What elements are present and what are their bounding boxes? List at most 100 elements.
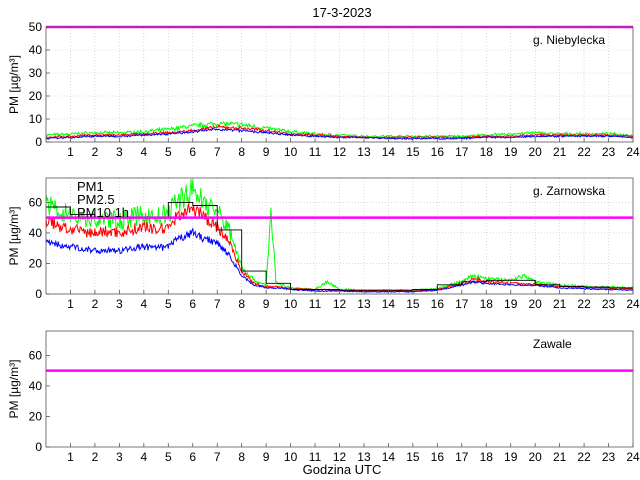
y-axis-label: PM [µg/m³]: [7, 360, 21, 419]
station-label: g. Niebylecka: [533, 33, 605, 47]
x-tick-label: 14: [382, 145, 396, 159]
x-tick-label: 19: [504, 145, 518, 159]
x-tick-label: 23: [602, 145, 616, 159]
x-tick-label: 13: [357, 297, 371, 311]
station-label: g. Zarnowska: [533, 184, 605, 198]
x-tick-label: 20: [528, 297, 542, 311]
panel-0: 1 2 3 4 5 6 7 8 9 10 11 12 13 14 15 16 17 18 19 20 21 22 23 240…: [7, 20, 640, 159]
y-tick-label: 60: [29, 348, 43, 362]
panel-1: 1 2 3 4 5 6 7 8 9 10 11 12 13 14 15 16 17 18 19 20 21 22 23 240…: [7, 177, 640, 311]
x-tick-label: 8: [238, 297, 245, 311]
x-tick-label: 14: [382, 297, 396, 311]
x-tick-label: 3: [116, 145, 123, 159]
x-tick-label: 9: [263, 297, 270, 311]
x-tick-label: 2: [92, 145, 99, 159]
x-tick-label: 3: [116, 450, 123, 464]
x-tick-label: 24: [626, 297, 640, 311]
y-tick-label: 0: [35, 135, 42, 149]
x-tick-label: 10: [284, 297, 298, 311]
x-tick-label: 8: [238, 450, 245, 464]
x-tick-label: 12: [333, 297, 347, 311]
x-tick-label: 6: [189, 145, 196, 159]
y-tick-label: 0: [35, 287, 42, 301]
x-tick-label: 5: [165, 297, 172, 311]
x-tick-label: 8: [238, 145, 245, 159]
x-tick-label: 22: [577, 297, 591, 311]
y-tick-label: 0: [35, 440, 42, 454]
y-tick-label: 40: [29, 43, 43, 57]
y-tick-label: 50: [29, 20, 43, 34]
x-tick-label: 17: [455, 145, 469, 159]
x-tick-label: 22: [577, 145, 591, 159]
y-tick-label: 20: [29, 256, 43, 270]
x-tick-label: 15: [406, 145, 420, 159]
x-tick-label: 3: [116, 297, 123, 311]
chart-title: 17-3-2023: [312, 5, 371, 20]
x-tick-label: 13: [357, 145, 371, 159]
y-tick-label: 30: [29, 66, 43, 80]
x-tick-label: 21: [553, 297, 567, 311]
x-tick-label: 15: [406, 450, 420, 464]
x-tick-label: 4: [140, 145, 147, 159]
y-tick-label: 20: [29, 89, 43, 103]
x-tick-label: 7: [214, 450, 221, 464]
y-axis-label: PM [µg/m³]: [7, 207, 21, 266]
x-tick-label: 7: [214, 297, 221, 311]
station-label: Zawale: [533, 337, 572, 351]
x-tick-label: 16: [431, 450, 445, 464]
x-tick-label: 1: [67, 450, 74, 464]
x-tick-label: 5: [165, 450, 172, 464]
x-tick-label: 17: [455, 450, 469, 464]
x-tick-label: 6: [189, 297, 196, 311]
x-tick-label: 18: [480, 450, 494, 464]
x-tick-label: 21: [553, 450, 567, 464]
series-line-pm1: [46, 128, 633, 141]
x-tick-label: 24: [626, 145, 640, 159]
x-tick-label: 7: [214, 145, 221, 159]
x-tick-label: 12: [333, 145, 347, 159]
x-tick-label: 19: [504, 297, 518, 311]
legend-entry: PM1: [77, 179, 104, 194]
x-tick-label: 24: [626, 450, 640, 464]
x-tick-label: 15: [406, 297, 420, 311]
x-tick-label: 11: [309, 145, 322, 159]
x-tick-label: 20: [528, 145, 542, 159]
x-tick-label: 12: [333, 450, 347, 464]
x-tick-label: 1: [67, 297, 74, 311]
legend-entry: PM10 1h: [77, 205, 129, 220]
x-tick-label: 2: [92, 450, 99, 464]
panel-2: 1 2 3 4 5 6 7 8 9 10 11 12 13 14 15 16 17 18 19 20 21 22 23 240…: [7, 330, 640, 464]
legend-entry: PM2.5: [77, 192, 115, 207]
series-group: [46, 120, 633, 141]
x-tick-label: 9: [263, 450, 270, 464]
y-axis-label: PM [µg/m³]: [7, 55, 21, 114]
x-tick-label: 11: [309, 297, 322, 311]
x-axis-label: Godzina UTC: [303, 462, 382, 477]
x-tick-label: 18: [480, 145, 494, 159]
x-tick-label: 13: [357, 450, 371, 464]
x-tick-label: 10: [284, 450, 298, 464]
x-tick-label: 4: [140, 297, 147, 311]
series-line-pm25: [46, 124, 633, 140]
x-tick-label: 2: [92, 297, 99, 311]
x-tick-label: 17: [455, 297, 469, 311]
y-tick-label: 40: [29, 226, 43, 240]
x-tick-label: 1: [67, 145, 74, 159]
x-tick-label: 14: [382, 450, 396, 464]
x-tick-label: 16: [431, 145, 445, 159]
x-tick-label: 9: [263, 145, 270, 159]
x-tick-label: 11: [309, 450, 322, 464]
y-tick-label: 40: [29, 379, 43, 393]
x-tick-label: 5: [165, 145, 172, 159]
x-tick-label: 23: [602, 450, 616, 464]
x-tick-label: 23: [602, 297, 616, 311]
x-tick-label: 10: [284, 145, 298, 159]
x-tick-label: 20: [528, 450, 542, 464]
y-tick-label: 60: [29, 195, 43, 209]
x-tick-label: 4: [140, 450, 147, 464]
x-tick-label: 22: [577, 450, 591, 464]
x-tick-label: 16: [431, 297, 445, 311]
x-tick-label: 21: [553, 145, 567, 159]
